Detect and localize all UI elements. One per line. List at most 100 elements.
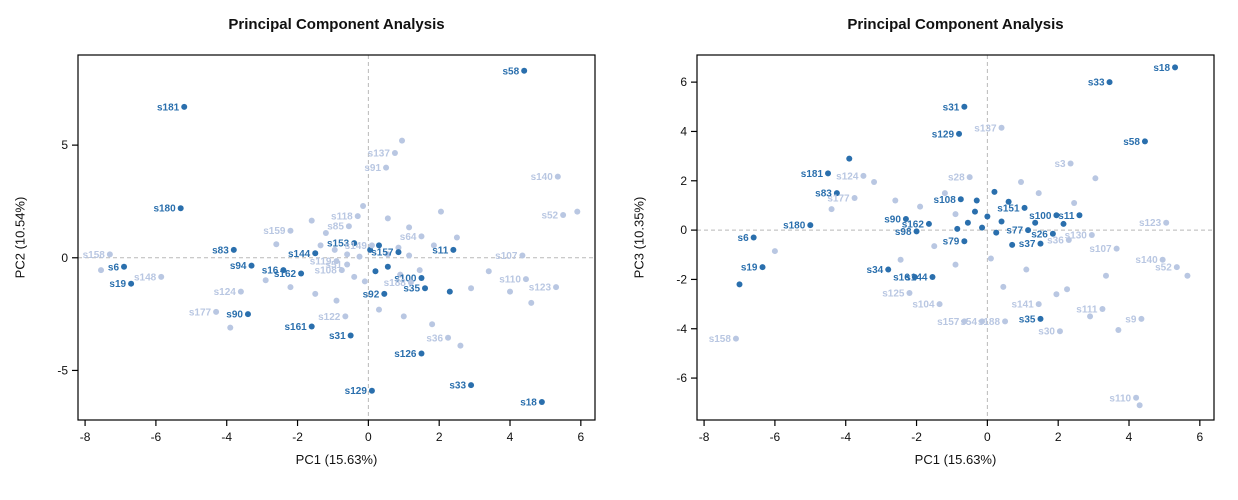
x-tick-label: 0 bbox=[984, 430, 991, 444]
data-point bbox=[1023, 266, 1030, 273]
point-label: s11 bbox=[1058, 211, 1075, 222]
point-label: s107 bbox=[495, 251, 518, 262]
data-point bbox=[1113, 245, 1120, 252]
data-point bbox=[372, 268, 379, 275]
data-point bbox=[828, 206, 835, 213]
data-point bbox=[553, 284, 560, 291]
point-label: s6 bbox=[738, 233, 750, 244]
point-label: s122 bbox=[318, 312, 341, 323]
data-point bbox=[538, 398, 545, 405]
data-point bbox=[262, 277, 269, 284]
y-tick-label: -5 bbox=[57, 363, 68, 377]
point-label: s26 bbox=[1031, 229, 1048, 240]
data-point bbox=[952, 261, 959, 268]
data-point bbox=[929, 273, 936, 280]
data-point bbox=[230, 246, 237, 253]
data-point bbox=[446, 288, 453, 295]
point-label: s124 bbox=[214, 287, 237, 298]
y-axis-label: PC3 (10.35%) bbox=[631, 196, 647, 279]
point-label: s83 bbox=[815, 189, 832, 200]
data-point bbox=[312, 250, 319, 257]
y-tick-label: -4 bbox=[676, 322, 687, 336]
point-label: s36 bbox=[1047, 235, 1064, 246]
data-point bbox=[333, 258, 340, 265]
x-tick-label: 2 bbox=[1055, 430, 1062, 444]
point-label: s33 bbox=[1088, 78, 1105, 89]
point-label: s162 bbox=[902, 219, 925, 230]
y-tick-label: -6 bbox=[676, 371, 687, 385]
data-point bbox=[521, 67, 528, 74]
point-label: s157 bbox=[371, 248, 394, 259]
data-point bbox=[213, 308, 220, 315]
data-point bbox=[966, 174, 973, 181]
data-point bbox=[407, 279, 414, 286]
data-point bbox=[1088, 232, 1095, 239]
data-point bbox=[528, 299, 535, 306]
point-label: s110 bbox=[1109, 393, 1131, 404]
data-point bbox=[1064, 286, 1071, 293]
point-label: s181 bbox=[801, 169, 824, 180]
data-point bbox=[1032, 219, 1039, 226]
point-label: s130 bbox=[1065, 231, 1088, 242]
data-point bbox=[732, 335, 739, 342]
x-axis-label: PC1 (15.63%) bbox=[295, 452, 378, 467]
point-label: s124 bbox=[836, 171, 859, 182]
point-label: s140 bbox=[531, 172, 554, 183]
data-point bbox=[554, 173, 561, 180]
point-label: s123 bbox=[529, 283, 552, 294]
point-label: s100 bbox=[394, 274, 417, 285]
data-point bbox=[1133, 394, 1140, 401]
data-point bbox=[308, 323, 315, 330]
data-point bbox=[344, 251, 351, 258]
data-point bbox=[519, 252, 526, 259]
y-tick-label: 2 bbox=[680, 174, 687, 188]
data-point bbox=[750, 234, 757, 241]
data-point bbox=[906, 289, 913, 296]
data-point bbox=[1087, 313, 1094, 320]
point-label: s177 bbox=[189, 307, 212, 318]
point-label: s3 bbox=[1054, 159, 1066, 170]
data-point bbox=[1049, 230, 1056, 237]
data-point bbox=[1076, 212, 1083, 219]
point-label: s159 bbox=[263, 226, 286, 237]
x-tick-label: -2 bbox=[292, 430, 303, 444]
point-label: s35 bbox=[1019, 314, 1036, 325]
point-label: s110 bbox=[499, 275, 521, 286]
data-point bbox=[227, 324, 234, 331]
data-point bbox=[322, 229, 329, 236]
point-label: s33 bbox=[449, 381, 466, 392]
data-point bbox=[360, 202, 367, 209]
point-label: s92 bbox=[363, 289, 380, 300]
data-point bbox=[1172, 64, 1179, 71]
point-label: s151 bbox=[997, 203, 1020, 214]
data-point bbox=[468, 285, 475, 292]
data-point bbox=[931, 243, 938, 250]
data-point bbox=[560, 211, 567, 218]
data-point bbox=[1002, 318, 1009, 325]
x-tick-label: 6 bbox=[577, 430, 584, 444]
data-point bbox=[987, 255, 994, 262]
point-label: s31 bbox=[943, 102, 960, 113]
point-label: s188 bbox=[384, 278, 407, 289]
point-label: s149 bbox=[345, 241, 368, 252]
data-point bbox=[1159, 256, 1166, 263]
point-label: s140 bbox=[1135, 255, 1158, 266]
x-tick-label: -8 bbox=[699, 430, 710, 444]
data-point bbox=[381, 290, 388, 297]
chart-title: Principal Component Analysis bbox=[228, 16, 445, 33]
scatter-plot-pc1-pc3: -8 -6 -4 -2 0 2 4 6 -6 -4 -2 0 2 4 6 s18 s33 s31 s137 s129 s… bbox=[676, 54, 1215, 444]
data-point bbox=[375, 306, 382, 313]
data-point bbox=[961, 318, 968, 325]
data-point bbox=[430, 242, 437, 249]
x-tick-label: -4 bbox=[221, 430, 232, 444]
point-label: s107 bbox=[1089, 244, 1112, 255]
point-label: s129 bbox=[932, 129, 955, 140]
data-point bbox=[1009, 241, 1016, 248]
data-point bbox=[1053, 212, 1060, 219]
chart-title: Principal Component Analysis bbox=[847, 16, 1064, 33]
data-point bbox=[244, 311, 251, 318]
data-point bbox=[507, 288, 514, 295]
point-label: s90 bbox=[226, 310, 243, 321]
point-label: s161 bbox=[284, 322, 307, 333]
point-label: s36 bbox=[426, 333, 443, 344]
